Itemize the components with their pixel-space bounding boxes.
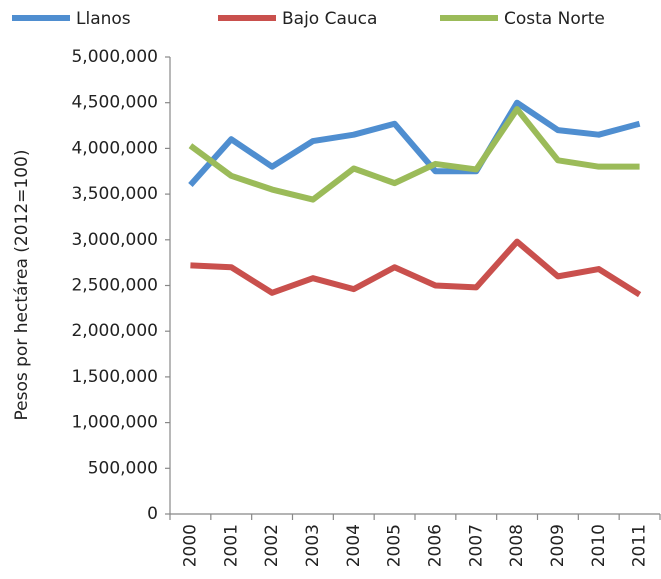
y-tick-label: 5,000,000: [71, 47, 158, 67]
x-tick-label: 2004: [344, 524, 364, 567]
y-tick-label: 500,000: [88, 458, 158, 478]
x-tick-label: 2005: [385, 524, 405, 567]
y-tick-label: 1,500,000: [71, 367, 158, 387]
series-line: [188, 99, 641, 187]
legend-label: Bajo Cauca: [282, 9, 377, 29]
legend-label: Costa Norte: [504, 9, 605, 29]
x-tick-label: 2006: [425, 524, 445, 567]
x-tick-label: 2008: [507, 524, 527, 567]
x-tick-label: 2001: [221, 524, 241, 567]
y-tick-label: 4,000,000: [71, 138, 158, 158]
x-tick-label: 2011: [630, 524, 650, 567]
x-tick-label: 2009: [548, 524, 568, 567]
x-tick-label: 2010: [589, 524, 609, 567]
y-tick-label: 4,500,000: [71, 93, 158, 113]
x-tick-label: 2007: [466, 524, 486, 567]
y-tick-label: 2,500,000: [71, 276, 158, 296]
y-tick-label: 2,000,000: [71, 321, 158, 341]
y-tick-label: 1,000,000: [71, 413, 158, 433]
series-line: [188, 106, 640, 203]
x-tick-label: 2003: [303, 524, 323, 567]
x-tick-label: 2000: [180, 524, 200, 567]
y-tick-label: 3,500,000: [71, 184, 158, 204]
legend-label: Llanos: [76, 9, 131, 29]
y-axis-label: Pesos por hectárea (2012=100): [12, 150, 32, 421]
y-tick-label: 0: [147, 504, 158, 524]
x-tick-label: 2002: [262, 524, 282, 567]
y-tick-label: 3,000,000: [71, 230, 158, 250]
series-line: [190, 238, 642, 298]
